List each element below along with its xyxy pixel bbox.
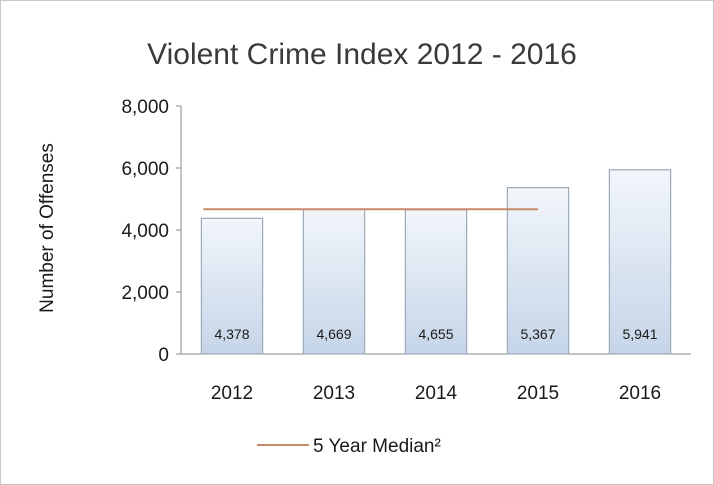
data-label-2014: 4,655: [418, 326, 453, 342]
x-tick-label: 2014: [415, 383, 458, 404]
bar-2013: [302, 208, 366, 355]
y-tick-label: 8,000: [121, 97, 169, 118]
data-labels-group: 4,378 4,669 4,655 5,367 5,941: [214, 326, 657, 342]
bars-group: [200, 169, 672, 355]
legend: 5 Year Median²: [257, 436, 441, 457]
y-tick-label: 6,000: [121, 159, 169, 180]
bar-2014: [404, 209, 468, 355]
bar-2015: [506, 187, 570, 355]
legend-label-median: 5 Year Median²: [313, 436, 441, 457]
x-tick-label: 2013: [313, 383, 355, 404]
y-tick-label: 4,000: [121, 221, 169, 242]
data-label-2013: 4,669: [316, 326, 351, 342]
x-tick-label: 2015: [517, 383, 559, 404]
chart-title: Violent Crime Index 2012 - 2016: [147, 38, 577, 71]
data-label-2015: 5,367: [520, 326, 555, 342]
bar-2012: [200, 217, 264, 355]
y-axis-label: Number of Offenses: [37, 143, 58, 313]
x-tick-label: 2016: [619, 383, 661, 404]
x-axis-ticks: 2012 2013 2014 2015 2016: [211, 383, 661, 404]
bar-2016: [608, 169, 672, 355]
y-axis-ticks: 0 2,000 4,000 6,000 8,000: [121, 97, 181, 366]
x-tick-label: 2012: [211, 383, 253, 404]
y-tick-label: 0: [158, 345, 169, 366]
y-tick-label: 2,000: [121, 283, 169, 304]
data-label-2012: 4,378: [214, 326, 249, 342]
data-label-2016: 5,941: [622, 326, 657, 342]
